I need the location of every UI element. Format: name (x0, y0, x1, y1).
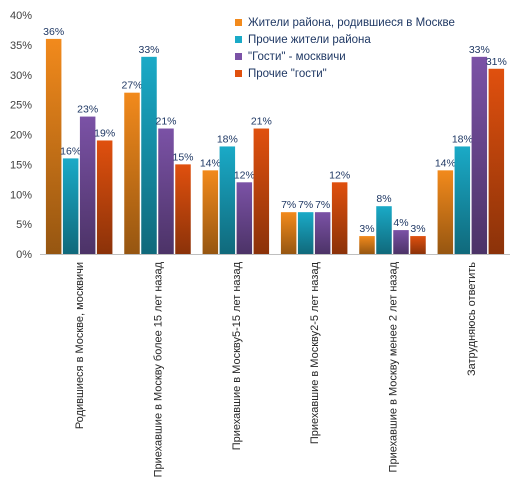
bar (253, 128, 270, 254)
data-label: 12% (234, 169, 255, 181)
bar (359, 236, 375, 254)
legend-label-1: Жители района, родившиеся в Москве (248, 16, 455, 29)
y-tick-label: 0% (16, 249, 32, 261)
data-label: 7% (298, 199, 313, 211)
data-label: 21% (251, 116, 272, 128)
data-label: 27% (121, 80, 142, 92)
legend-swatch-4 (235, 70, 242, 77)
data-label: 3% (359, 223, 374, 235)
data-label: 7% (281, 199, 296, 211)
bar (236, 182, 253, 254)
bar (454, 146, 471, 254)
x-category-label: Затрудняюсь ответить (466, 262, 478, 376)
legend-label-3: "Гости" - москвичи (248, 50, 346, 63)
legend: Жители района, родившиеся в Москве Прочи… (235, 14, 455, 82)
y-tick-label: 5% (16, 219, 32, 231)
data-label: 14% (200, 157, 221, 169)
bar (96, 140, 113, 254)
x-category-label: Приехавшие в Москву менее 2 лет назад (388, 261, 400, 472)
data-label: 14% (435, 157, 456, 169)
legend-label-2: Прочие жители района (248, 33, 371, 46)
bar (331, 182, 348, 254)
x-category-label: Приехавшие в Москву5-15 лет назад (231, 261, 243, 450)
data-label: 8% (376, 193, 391, 205)
y-tick-label: 20% (10, 130, 32, 142)
legend-swatch-1 (235, 19, 242, 26)
data-label: 33% (469, 44, 490, 56)
data-label: 18% (217, 133, 238, 145)
bar (410, 236, 426, 254)
legend-swatch-2 (235, 36, 242, 43)
legend-item-1: Жители района, родившиеся в Москве (235, 14, 455, 31)
y-tick-label: 40% (10, 10, 32, 22)
bar (175, 164, 191, 254)
data-label: 4% (393, 217, 408, 229)
legend-swatch-3 (235, 53, 242, 60)
data-label: 7% (315, 199, 330, 211)
data-label: 16% (60, 145, 81, 157)
x-category-label: Родившиеся в Москве, москвичи (74, 262, 86, 429)
data-label: 36% (43, 26, 64, 38)
data-label: 12% (329, 169, 350, 181)
y-tick-label: 35% (10, 40, 32, 52)
data-label: 3% (410, 223, 425, 235)
bar (219, 146, 236, 254)
bar (314, 212, 331, 254)
bar (45, 38, 62, 255)
bar (79, 116, 96, 254)
bar (376, 206, 392, 254)
legend-label-4: Прочие "гости" (248, 67, 327, 80)
bar (280, 212, 297, 254)
x-category-label: Приехавшие в Москву более 15 лет назад (153, 261, 165, 477)
data-label: 21% (155, 116, 176, 128)
bar (471, 56, 488, 255)
bar (62, 158, 79, 254)
bar (158, 128, 174, 254)
bar (141, 56, 157, 255)
legend-item-3: "Гости" - москвичи (235, 48, 455, 65)
data-label: 33% (138, 44, 159, 56)
data-label: 23% (77, 104, 98, 116)
y-tick-label: 25% (10, 100, 32, 112)
y-tick-label: 30% (10, 70, 32, 82)
bar (393, 230, 409, 254)
y-tick-label: 10% (10, 189, 32, 201)
data-label: 15% (172, 151, 193, 163)
bar (437, 170, 454, 254)
data-label: 18% (452, 133, 473, 145)
bar (202, 170, 219, 254)
legend-item-2: Прочие жители района (235, 31, 455, 48)
legend-item-4: Прочие "гости" (235, 65, 455, 82)
data-label: 31% (486, 56, 507, 68)
y-tick-label: 15% (10, 159, 32, 171)
x-category-label: Приехавшие в Москву2-5 лет назад (309, 261, 321, 444)
bar (488, 68, 505, 255)
bar (297, 212, 314, 254)
bar (124, 92, 140, 254)
data-label: 19% (94, 127, 115, 139)
